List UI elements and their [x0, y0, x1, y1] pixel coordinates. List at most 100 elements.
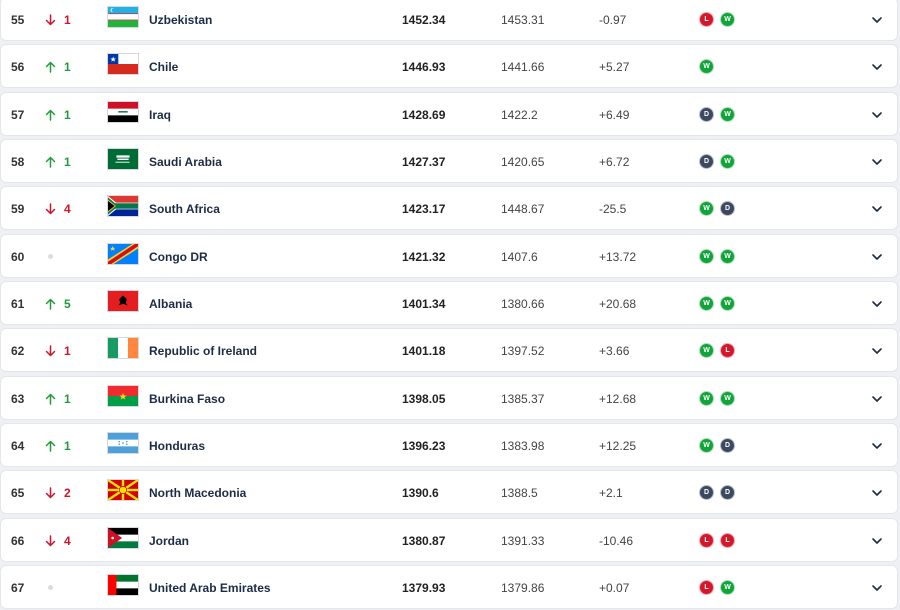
- chevron-down-icon[interactable]: [870, 13, 884, 27]
- chevron-down-icon[interactable]: [870, 155, 884, 169]
- total-points: 1401.34: [402, 296, 446, 311]
- rank-change: 4: [45, 187, 71, 231]
- country-name[interactable]: Jordan: [149, 533, 190, 548]
- arrow-down-icon: [45, 14, 56, 26]
- table-row[interactable]: 55 1 Uzbekistan 1452.34 1453.31 -0.97 L W: [0, 0, 898, 41]
- form-result-badge: D: [720, 437, 735, 453]
- previous-points: 1397.52: [501, 344, 545, 359]
- previous-points: 1441.66: [501, 60, 545, 75]
- form-result-badge: W: [720, 153, 735, 169]
- chevron-down-icon[interactable]: [870, 534, 884, 548]
- country-name[interactable]: Republic of Ireland: [149, 344, 258, 359]
- arrow-down-icon: [45, 203, 56, 215]
- country-name[interactable]: Uzbekistan: [149, 13, 213, 27]
- table-row[interactable]: 65 2 North Macedonia 1390.6 1388.5 +2.1 D D: [0, 470, 898, 515]
- country-name[interactable]: Congo DR: [149, 249, 208, 264]
- total-points: 1379.93: [402, 580, 446, 595]
- country-name[interactable]: North Macedonia: [149, 486, 247, 501]
- rank-change-value: 4: [64, 202, 71, 217]
- form-result-badge: D: [699, 485, 714, 501]
- rank-change-value: 1: [64, 60, 71, 75]
- iraq-flag: [107, 100, 139, 123]
- rank-change: 2: [45, 471, 71, 515]
- arrow-down-icon: [45, 534, 56, 547]
- arrow-down-icon: [45, 345, 56, 357]
- points-difference: +13.72: [599, 249, 637, 264]
- table-row[interactable]: 63 1 Burkina Faso 1398.05 1385.37 +12.68 W W: [0, 375, 898, 420]
- rank: 60: [11, 249, 25, 264]
- table-row[interactable]: 61 5 Albania 1401.34 1380.66 +20.68 W W: [0, 280, 898, 325]
- chevron-down-icon[interactable]: [870, 439, 884, 453]
- total-points: 1401.18: [402, 344, 446, 359]
- country-name[interactable]: Chile: [149, 60, 179, 75]
- total-points: 1396.23: [402, 438, 446, 453]
- chevron-down-icon[interactable]: [870, 202, 884, 216]
- rank-change-value: 1: [64, 391, 71, 406]
- rank: 62: [11, 344, 25, 359]
- previous-points: 1420.65: [501, 154, 545, 169]
- chevron-down-icon[interactable]: [870, 486, 884, 500]
- country-name[interactable]: South Africa: [149, 202, 220, 217]
- chevron-down-icon[interactable]: [870, 344, 884, 358]
- rank: 63: [11, 391, 25, 406]
- country-name[interactable]: Saudi Arabia: [149, 154, 222, 169]
- country-name[interactable]: Honduras: [149, 438, 206, 453]
- form-result-badge: L: [699, 12, 714, 27]
- form-result-badge: W: [699, 201, 714, 217]
- table-row[interactable]: 62 1 Republic of Ireland 1401.18 1397.52 +3.6…: [0, 328, 898, 373]
- previous-points: 1453.31: [501, 13, 545, 27]
- honduras-flag: [107, 431, 139, 454]
- rank: 59: [11, 202, 25, 217]
- rank-change: 1: [45, 329, 71, 373]
- country-name[interactable]: Burkina Faso: [149, 391, 226, 406]
- table-row[interactable]: 66 4 Jordan 1380.87 1391.33 -10.46 L L: [0, 517, 898, 562]
- total-points: 1446.93: [402, 60, 446, 75]
- rank-change: [45, 566, 53, 610]
- form-result-badge: W: [699, 343, 714, 359]
- country-name[interactable]: Iraq: [149, 107, 172, 122]
- chevron-down-icon[interactable]: [870, 297, 884, 311]
- table-row[interactable]: 60 Congo DR 1421.32 1407.6 +13.72 W W: [0, 233, 898, 279]
- chevron-down-icon[interactable]: [870, 108, 884, 122]
- table-row[interactable]: 56 1 Chile 1446.93 1441.66 +5.27 W: [0, 44, 898, 89]
- chevron-down-icon[interactable]: [870, 392, 884, 406]
- rank: 65: [11, 486, 25, 501]
- rank-change: 1: [45, 45, 71, 89]
- chevron-down-icon[interactable]: [870, 60, 884, 74]
- previous-points: 1407.6: [501, 249, 538, 264]
- saudi-arabia-flag: [107, 147, 139, 170]
- form-result-badge: L: [699, 579, 714, 595]
- total-points: 1380.87: [402, 533, 446, 548]
- rank-change-value: 2: [64, 486, 71, 501]
- rank-change: [45, 235, 53, 279]
- table-row[interactable]: 59 4 South Africa 1423.17 1448.67 -25.5 W D: [0, 186, 898, 231]
- total-points: 1428.69: [402, 107, 446, 122]
- chevron-down-icon[interactable]: [870, 581, 884, 595]
- form-result-badge: L: [720, 532, 735, 548]
- rank: 61: [11, 296, 25, 311]
- south-africa-flag: [107, 195, 139, 218]
- rank-change-value: 1: [64, 154, 71, 169]
- form-result-badge: D: [720, 201, 735, 217]
- points-difference: +6.49: [599, 107, 630, 122]
- recent-form: W: [699, 59, 714, 75]
- chevron-down-icon[interactable]: [870, 250, 884, 264]
- country-name[interactable]: United Arab Emirates: [149, 580, 271, 595]
- no-change-dot-icon: [48, 254, 53, 260]
- country-name[interactable]: Albania: [149, 296, 193, 311]
- table-row[interactable]: 58 1 Saudi Arabia 1427.37 1420.65 +6.72 D W: [0, 138, 898, 183]
- table-row[interactable]: 57 1 Iraq 1428.69 1422.2 +6.49 D W: [0, 91, 898, 136]
- form-result-badge: D: [699, 153, 714, 169]
- form-result-badge: W: [699, 295, 714, 311]
- previous-points: 1422.2: [501, 107, 538, 122]
- table-row[interactable]: 67 United Arab Emirates 1379.93 1379.86 +0.0…: [0, 564, 898, 610]
- table-row[interactable]: 64 1 Honduras 1396.23 1383.98 +12.25 W D: [0, 422, 898, 467]
